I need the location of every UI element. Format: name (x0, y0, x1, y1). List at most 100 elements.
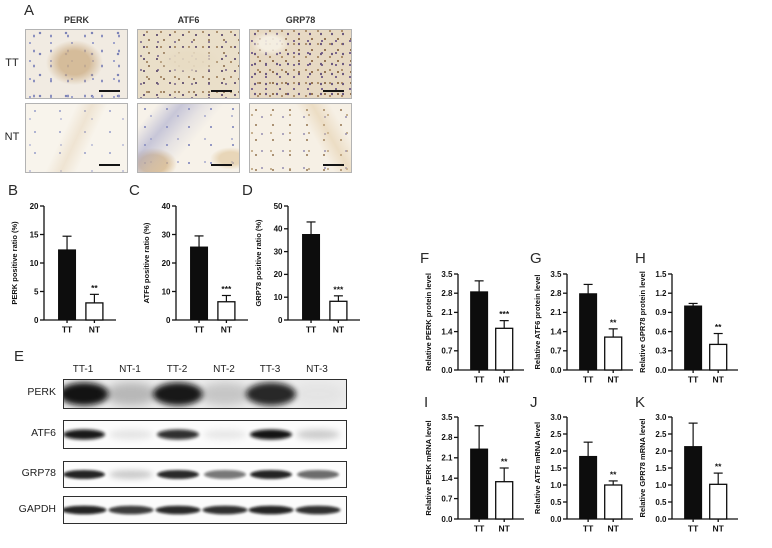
significance-stars: *** (221, 284, 232, 294)
panel-label-c: C (129, 182, 140, 199)
svg-text:3.0: 3.0 (655, 413, 667, 422)
bar-nt (495, 327, 514, 371)
svg-text:0.7: 0.7 (441, 347, 453, 356)
wb-blot-gapdh (63, 496, 347, 524)
wb-band (248, 505, 294, 515)
svg-text:3.0: 3.0 (550, 413, 562, 422)
svg-text:0: 0 (34, 316, 39, 325)
panel-label-k: K (635, 394, 646, 411)
bars: TT NT (58, 235, 104, 335)
wb-band (295, 505, 341, 515)
bar-nt (709, 483, 728, 520)
y-axis: 0.0 0.5 1.0 1.5 2.0 2.5 3.0 (655, 413, 673, 524)
svg-text:TT: TT (474, 524, 485, 534)
wb-lane-label: NT-3 (306, 364, 328, 375)
wb-band (105, 382, 157, 406)
panel-label-f: F (420, 250, 430, 267)
wb-lane-label: TT-3 (259, 364, 281, 375)
y-axis-title: Relative ATF6 mRNA level (533, 422, 542, 514)
bars: TT NT (684, 302, 728, 385)
svg-text:2.5: 2.5 (655, 430, 667, 439)
wb-lane-label: NT-2 (213, 364, 235, 375)
chart-b-perk-positive-ratio: PERK positive ratio (%) 0 5 10 15 20 TT NT ** (6, 197, 124, 337)
panel-label-e: E (14, 348, 25, 365)
wb-band (157, 429, 199, 440)
wb-blot-svg-grp78 (64, 462, 346, 487)
chart-g-atf6-protein-level: Relative ATF6 protein level 0.0 0.7 1.4 2.1 2… (529, 265, 641, 387)
chart-svg-F: Relative PERK protein level 0.0 0.7 1.4 2.1 2… (424, 270, 524, 385)
wb-row-label-perk: PERK (27, 386, 56, 398)
y-axis: 0 10 20 30 40 50 (274, 202, 289, 325)
scale-bar (211, 90, 232, 92)
svg-text:1.5: 1.5 (655, 464, 667, 473)
svg-text:2.5: 2.5 (550, 430, 562, 439)
wb-band (250, 429, 292, 440)
svg-text:30: 30 (162, 230, 171, 239)
wb-lane-label: NT-1 (119, 364, 141, 375)
svg-text:2.1: 2.1 (441, 308, 453, 317)
significance-stars: ** (501, 457, 508, 467)
svg-text:1.0: 1.0 (655, 481, 667, 490)
svg-text:0.3: 0.3 (655, 347, 667, 356)
bar-tt (684, 305, 703, 371)
wb-band (250, 470, 292, 479)
svg-text:NT: NT (713, 524, 725, 534)
svg-text:NT: NT (499, 524, 511, 534)
chart-svg-C: ATF6 positive ratio (%) 0 10 20 30 40 TT NT *** (142, 202, 248, 335)
svg-text:3.5: 3.5 (441, 270, 453, 279)
wb-band (203, 429, 247, 440)
wb-band (153, 382, 203, 406)
wb-blot-perk (63, 379, 347, 409)
scale-bar (99, 90, 120, 92)
chart-svg-G: Relative ATF6 protein level 0.0 0.7 1.4 2.1 2… (533, 270, 633, 385)
svg-text:1.0: 1.0 (550, 481, 562, 490)
svg-text:NT: NT (221, 325, 233, 335)
svg-text:10: 10 (162, 287, 171, 296)
svg-text:1.5: 1.5 (550, 464, 562, 473)
ihc-image-nt-grp78 (249, 103, 352, 173)
svg-text:0: 0 (278, 316, 283, 325)
svg-text:1.4: 1.4 (441, 327, 453, 336)
y-axis: 0.0 0.3 0.6 0.9 1.2 1.5 (655, 270, 673, 375)
svg-text:2.8: 2.8 (441, 433, 453, 442)
bar-nt (85, 302, 104, 321)
wb-blot-svg-gapdh (64, 497, 346, 523)
ihc-image-nt-perk (25, 103, 128, 173)
wb-blot-svg-atf6 (64, 421, 346, 448)
scale-bar (99, 164, 120, 166)
y-axis: 0.0 0.5 1.0 1.5 2.0 2.5 3.0 (550, 413, 568, 524)
bars: TT NT (470, 280, 514, 385)
chart-svg-B: PERK positive ratio (%) 0 5 10 15 20 TT NT ** (10, 202, 116, 335)
chart-svg-K: Relative GPR78 mRNA level 0.0 0.5 1.0 1.5 2.0… (638, 413, 738, 534)
wb-blot-grp78 (63, 461, 347, 488)
chart-j-atf6-mrna-level: Relative ATF6 mRNA level 0.0 0.5 1.0 1.5 2.0 2… (529, 408, 641, 536)
bar-tt (579, 455, 598, 520)
svg-text:0.0: 0.0 (655, 515, 667, 524)
chart-h-gpr78-protein-level: Relative GPR78 protein level 0.0 0.3 0.6 0.9… (634, 265, 746, 387)
chart-i-perk-mrna-level: Relative PERK mRNA level 0.0 0.7 1.4 2.1 2.8 3… (420, 408, 532, 536)
svg-text:TT: TT (688, 524, 699, 534)
wb-band (64, 429, 105, 440)
wb-band (297, 470, 339, 479)
wb-band (202, 505, 248, 515)
y-axis-title: Relative PERK protein level (424, 273, 433, 371)
scale-bar (323, 90, 344, 92)
svg-text:TT: TT (62, 325, 73, 335)
svg-text:20: 20 (30, 202, 39, 211)
panel-label-i: I (424, 394, 429, 411)
bar-tt (684, 446, 703, 520)
svg-text:40: 40 (162, 202, 171, 211)
ihc-column-header-atf6: ATF6 (177, 15, 200, 25)
svg-text:40: 40 (274, 225, 283, 234)
wb-band (155, 505, 201, 515)
panel-label-j: J (530, 394, 538, 411)
ihc-column-header-perk: PERK (63, 15, 89, 25)
wb-band (64, 505, 107, 515)
significance-stars: ** (610, 317, 617, 327)
svg-text:1.4: 1.4 (441, 474, 453, 483)
svg-text:NT: NT (713, 375, 725, 385)
svg-text:NT: NT (333, 325, 345, 335)
y-axis-title: Relative GPR78 mRNA level (638, 419, 647, 518)
wb-row-label-gapdh: GAPDH (18, 503, 56, 515)
y-axis: 0 10 20 30 40 (162, 202, 177, 325)
